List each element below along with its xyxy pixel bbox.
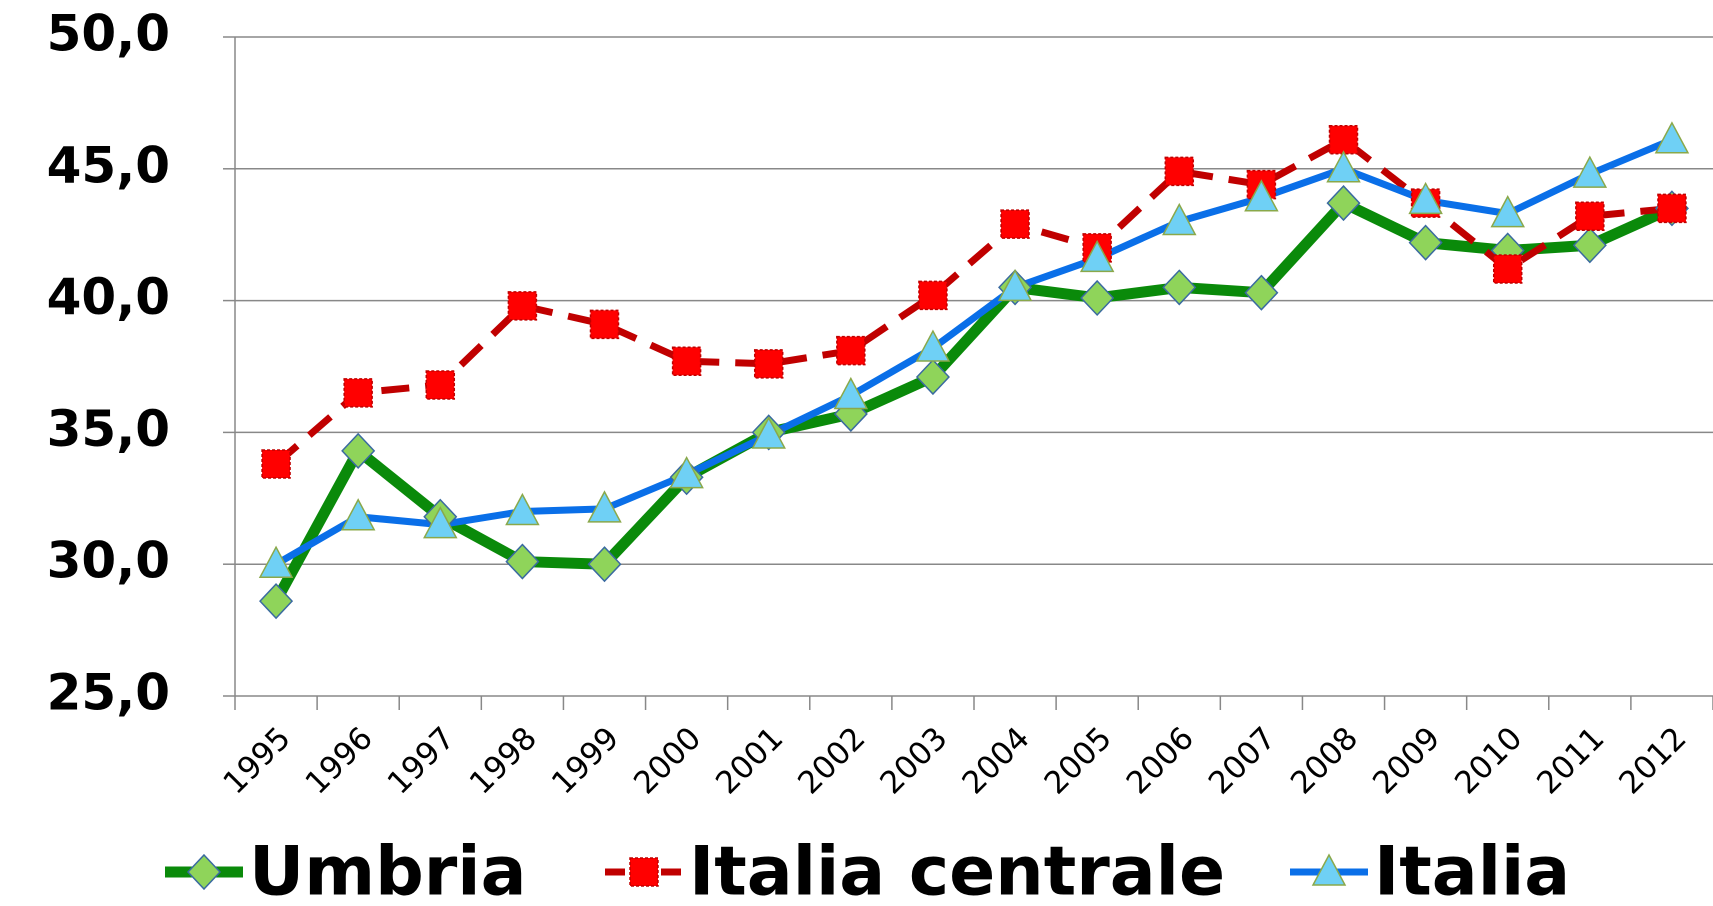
marker <box>341 432 376 469</box>
marker <box>1408 224 1443 261</box>
legend-label: Umbria <box>249 833 526 906</box>
legend-label: Italia <box>1374 833 1570 906</box>
marker <box>505 492 540 526</box>
x-tick-label: 2010 <box>1448 720 1529 801</box>
marker <box>915 329 951 362</box>
legend-item: Umbria <box>165 833 526 906</box>
marker <box>1080 279 1115 317</box>
marker <box>1408 181 1443 215</box>
marker <box>186 853 222 891</box>
marker <box>915 358 950 396</box>
marker <box>507 291 538 321</box>
x-tick-label: 2011 <box>1530 720 1611 801</box>
legend-label: Italia centrale <box>689 833 1225 906</box>
marker <box>1162 202 1197 236</box>
marker <box>1490 195 1525 228</box>
marker <box>629 857 659 887</box>
marker <box>671 346 702 376</box>
x-tick-label: 2012 <box>1612 720 1693 801</box>
legend-item: Italia <box>1290 833 1570 906</box>
x-tick-label: 2007 <box>1202 720 1283 801</box>
x-tick-label: 2001 <box>709 720 790 801</box>
marker <box>1311 853 1347 886</box>
marker <box>1492 254 1523 284</box>
x-tick-label: 1998 <box>463 720 544 801</box>
marker <box>997 268 1033 302</box>
x-tick-label: 2008 <box>1284 720 1365 801</box>
marker <box>1164 156 1195 187</box>
marker <box>261 449 291 479</box>
marker <box>833 376 869 410</box>
marker <box>1575 201 1605 231</box>
y-tick-label: 35,0 <box>47 400 170 458</box>
marker <box>587 546 622 583</box>
y-tick-label: 50,0 <box>47 5 170 63</box>
marker <box>258 545 294 578</box>
marker <box>259 583 294 620</box>
y-tick-label: 30,0 <box>47 532 170 590</box>
x-tick-label: 1999 <box>545 720 626 801</box>
marker <box>587 490 622 523</box>
y-tick-label: 45,0 <box>47 136 170 194</box>
marker <box>1572 227 1607 264</box>
marker <box>1572 155 1608 188</box>
series-line <box>273 136 1673 467</box>
marker <box>669 455 704 489</box>
x-tick-label: 2000 <box>627 720 708 801</box>
x-tick-label: 2005 <box>1038 720 1119 801</box>
marker <box>1244 179 1279 212</box>
series-line <box>274 136 1674 568</box>
y-tick-label: 40,0 <box>47 268 170 326</box>
marker <box>918 280 948 311</box>
marker <box>1326 150 1361 183</box>
marker <box>423 506 458 539</box>
x-tick-label: 1996 <box>299 720 380 801</box>
marker <box>1657 193 1687 224</box>
marker <box>836 335 866 366</box>
x-tick-label: 2004 <box>955 720 1036 801</box>
marker <box>425 370 456 400</box>
x-tick-label: 1995 <box>216 720 297 801</box>
x-tick-label: 1997 <box>381 720 462 801</box>
marker <box>343 378 373 408</box>
marker <box>340 498 376 531</box>
x-tick-label: 2003 <box>873 720 954 801</box>
marker <box>753 349 784 379</box>
legend-item: Italia centrale <box>605 833 1225 906</box>
marker <box>751 416 786 449</box>
marker <box>1326 184 1361 222</box>
x-tick-label: 2009 <box>1366 720 1447 801</box>
marker <box>1079 239 1115 273</box>
marker <box>589 309 620 340</box>
marker <box>1162 269 1197 306</box>
marker <box>1244 274 1279 311</box>
y-tick-label: 25,0 <box>47 664 170 722</box>
x-tick-label: 2002 <box>791 720 872 801</box>
marker <box>1328 125 1359 155</box>
x-tick-label: 2006 <box>1120 720 1201 801</box>
marker <box>1654 121 1690 154</box>
marker <box>505 543 540 580</box>
marker <box>1000 209 1030 239</box>
